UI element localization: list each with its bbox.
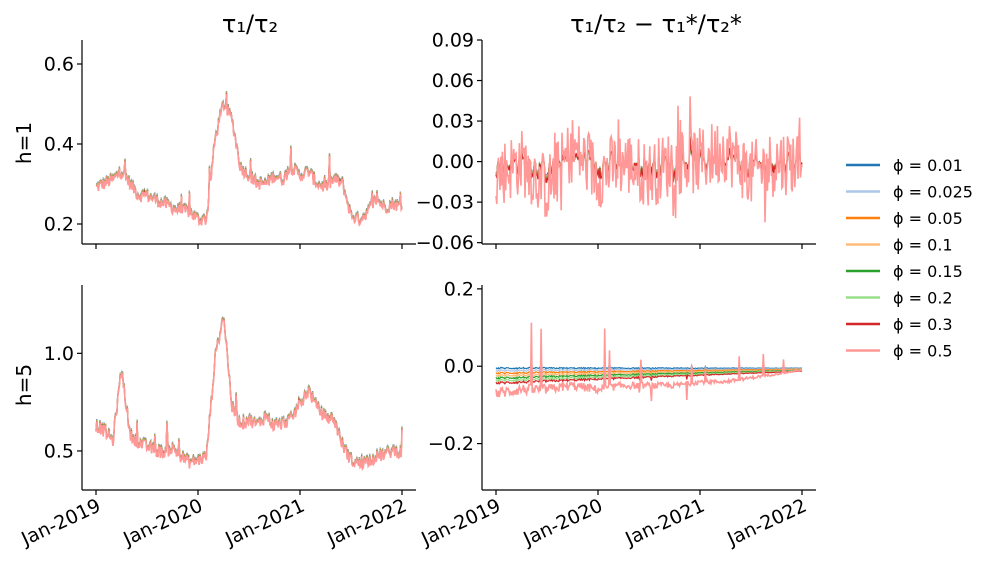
- x-tick-label: Jan-2019: [417, 495, 504, 551]
- x-tick-label: Jan-2022: [723, 495, 810, 551]
- row-label-h1: h=1: [12, 122, 36, 164]
- series-line: [495, 362, 803, 380]
- series-line: [95, 92, 403, 226]
- series-line: [95, 91, 403, 225]
- y-tick-label: −0.03: [416, 192, 474, 214]
- y-tick-label: 0.09: [432, 30, 474, 52]
- y-tick-label: 0.03: [432, 111, 474, 133]
- series-line: [495, 360, 803, 376]
- y-tick-label: 0.00: [432, 151, 474, 173]
- legend: ϕ = 0.01 ϕ = 0.025 ϕ = 0.05 ϕ = 0.1 ϕ = 0.15…: [846, 156, 973, 361]
- legend-label: ϕ = 0.05: [893, 209, 963, 228]
- x-tick-label: Jan-2021: [621, 495, 708, 551]
- series-line: [495, 364, 803, 385]
- series-line: [95, 93, 403, 227]
- series-line: [495, 363, 803, 383]
- legend-label: ϕ = 0.1: [893, 236, 953, 255]
- series-line: [95, 91, 403, 225]
- x-tick-label: Jan-2020: [119, 495, 206, 551]
- y-tick-label: 0.5: [44, 440, 74, 462]
- row-label-h5: h=5: [12, 364, 36, 406]
- x-tick-label: Jan-2019: [17, 495, 104, 551]
- x-tick-label: Jan-2021: [221, 495, 308, 551]
- legend-label: ϕ = 0.3: [893, 315, 953, 334]
- panel-1: 0.2 0.4 0.6: [44, 40, 416, 249]
- legend-label: ϕ = 0.2: [893, 289, 953, 308]
- panel-2: −0.06 −0.03 0.00 0.03 0.06 0.09: [416, 30, 816, 254]
- panel-title-right: τ₁/τ₂ − τ₁*/τ₂*: [570, 10, 742, 38]
- panel-title-left: τ₁/τ₂: [222, 10, 278, 38]
- series-line: [495, 359, 803, 375]
- series-line: [95, 93, 403, 227]
- series-line: [495, 322, 803, 402]
- y-tick-label: −0.2: [428, 433, 474, 455]
- y-tick-label: 0.2: [444, 278, 474, 300]
- legend-label: ϕ = 0.01: [893, 156, 963, 175]
- panel-4: −0.2 0.0 0.2: [428, 278, 816, 495]
- series-line: [95, 92, 403, 226]
- series-line: [495, 96, 803, 223]
- series-line: [495, 361, 803, 378]
- y-tick-label: 0.06: [432, 70, 474, 92]
- y-tick-label: 0.2: [44, 214, 74, 236]
- panel-3: 0.5 1.0: [44, 285, 416, 495]
- x-tick-labels: Jan-2019 Jan-2020 Jan-2021 Jan-2022 Jan-2019…: [17, 495, 810, 551]
- series-line: [95, 92, 403, 226]
- y-tick-label: 0.6: [44, 54, 74, 76]
- series-line: [95, 318, 403, 472]
- x-tick-label: Jan-2022: [323, 495, 410, 551]
- y-tick-label: 0.4: [44, 134, 74, 156]
- legend-label: ϕ = 0.5: [893, 342, 953, 361]
- y-tick-label: 0.0: [444, 356, 474, 378]
- series-line: [95, 91, 403, 225]
- y-tick-label: 1.0: [44, 343, 74, 365]
- legend-label: ϕ = 0.025: [893, 183, 973, 202]
- series-line: [495, 358, 803, 373]
- panels: 0.2 0.4 0.6 −0.06 −0.03 0.00 0.03 0.06 0.09 0.5 1.…: [44, 30, 816, 495]
- y-tick-label: −0.06: [416, 232, 474, 254]
- x-tick-label: Jan-2020: [519, 495, 606, 551]
- legend-label: ϕ = 0.15: [893, 262, 963, 281]
